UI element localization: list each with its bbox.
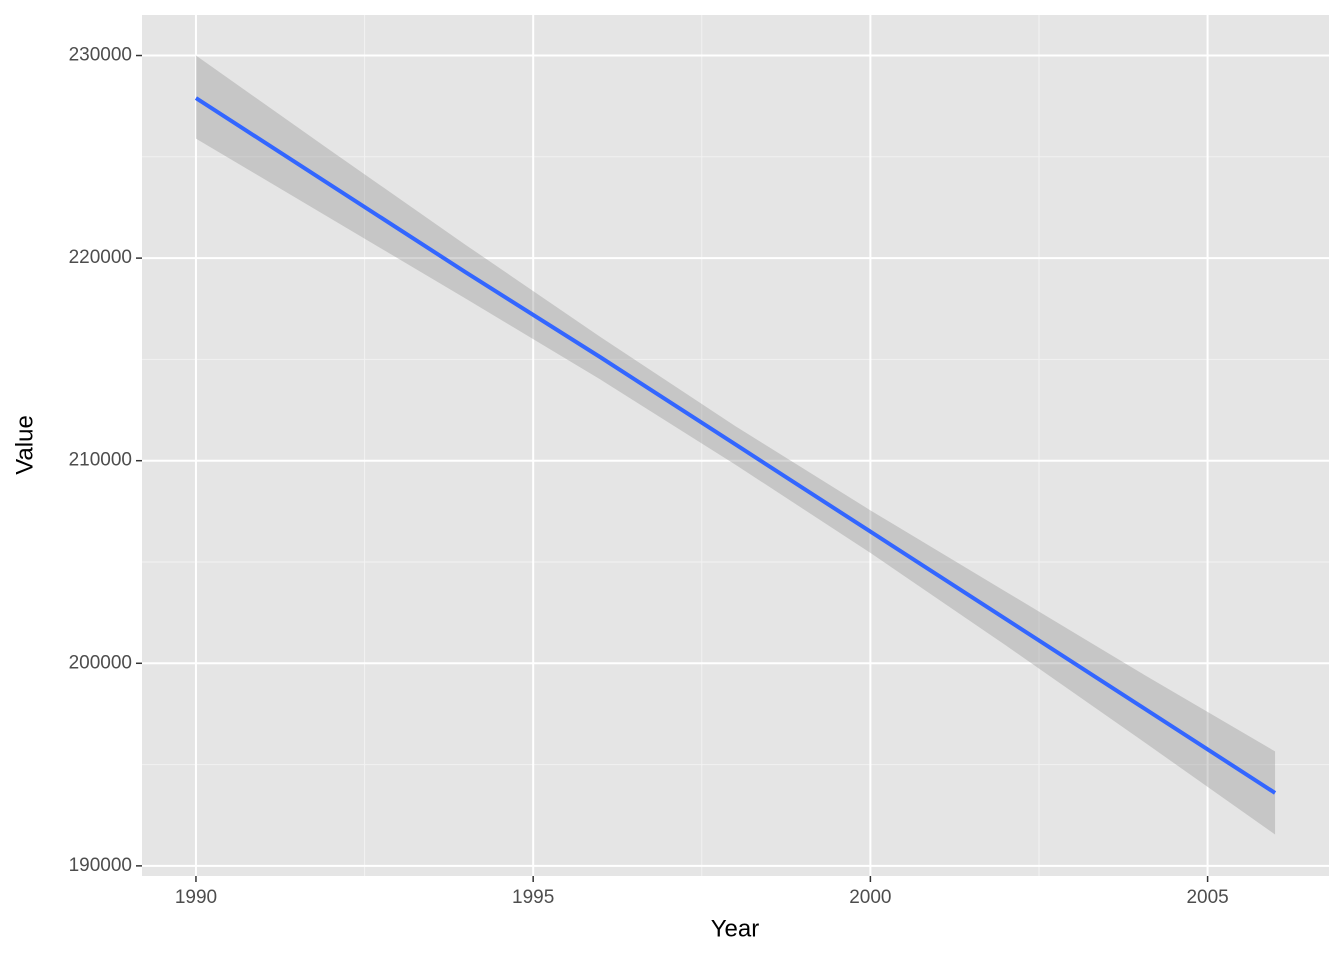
x-axis-title: Year	[711, 915, 760, 942]
fit-line	[194, 96, 1277, 795]
y-tick-label: 220000	[69, 247, 132, 268]
x-tick-label: 1995	[512, 887, 554, 908]
x-tick-label: 1990	[175, 887, 217, 908]
y-tick-label: 190000	[69, 855, 132, 876]
y-tick-label: 210000	[69, 450, 132, 471]
x-tick-label: 2000	[849, 887, 891, 908]
y-axis-title: Value	[11, 415, 38, 475]
x-tick-label: 2005	[1186, 887, 1228, 908]
y-tick-label: 230000	[69, 45, 132, 66]
y-tick-label: 200000	[69, 652, 132, 673]
